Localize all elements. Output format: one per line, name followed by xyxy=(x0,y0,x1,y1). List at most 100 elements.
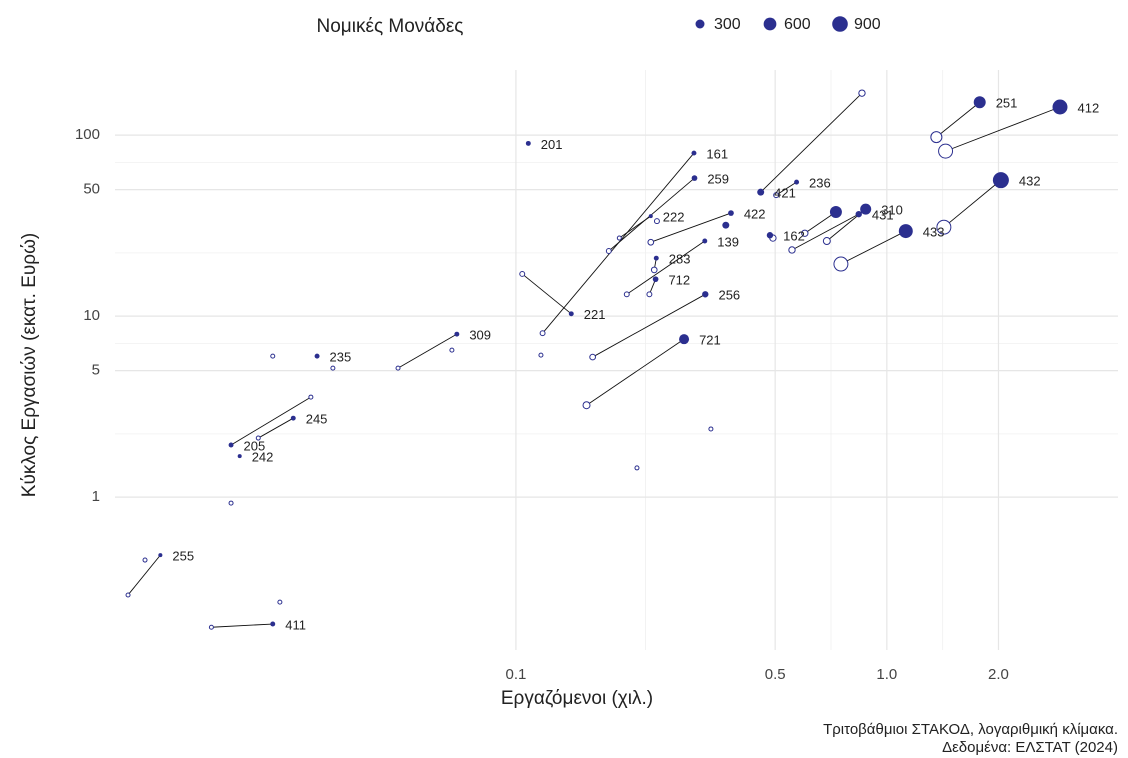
caption: Τριτοβάθμιοι ΣΤΑΚΟΔ, λογαριθμική κλίμακα… xyxy=(823,721,1118,738)
caption: Δεδομένα: ΕΛΣΤΑΤ (2024) xyxy=(942,739,1118,756)
current-point xyxy=(1052,99,1068,115)
point-label: 235 xyxy=(330,350,352,365)
x-axis-title: Εργαζόμενοι (χιλ.) xyxy=(501,688,653,709)
previous-point xyxy=(449,347,455,353)
change-segment xyxy=(258,417,294,439)
previous-point xyxy=(228,500,234,506)
change-segment xyxy=(945,106,1061,152)
previous-point xyxy=(773,192,780,199)
point-label: 422 xyxy=(744,207,766,222)
point-label: 236 xyxy=(809,176,831,191)
point-label: 201 xyxy=(541,137,563,152)
previous-point xyxy=(822,237,831,246)
legend-label: 600 xyxy=(784,16,811,33)
current-point xyxy=(652,276,659,283)
current-point xyxy=(973,96,986,109)
legend-label: 900 xyxy=(854,16,881,33)
y-tick-label: 100 xyxy=(75,126,100,143)
change-segment xyxy=(586,338,685,406)
y-tick-label: 5 xyxy=(92,362,100,379)
previous-point xyxy=(647,238,655,246)
change-segment xyxy=(775,181,797,196)
current-point xyxy=(228,442,234,448)
previous-point xyxy=(623,291,630,298)
previous-point xyxy=(589,353,596,361)
change-segment xyxy=(230,396,312,446)
previous-point xyxy=(277,599,283,605)
change-segment xyxy=(804,211,837,234)
current-point xyxy=(454,331,460,337)
previous-point xyxy=(308,394,314,400)
current-point xyxy=(237,454,242,459)
previous-point xyxy=(833,256,849,272)
current-point xyxy=(653,255,659,261)
legend-symbol xyxy=(695,19,705,29)
change-segment xyxy=(840,230,907,265)
previous-point xyxy=(858,89,866,97)
point-label: 161 xyxy=(706,147,728,162)
previous-point xyxy=(582,401,591,410)
previous-point xyxy=(936,219,952,235)
size-legend-title: Νομικές Μονάδες xyxy=(317,16,464,37)
previous-point xyxy=(653,218,660,225)
y-axis-title: Κύκλος Εργασιών (εκατ. Ευρώ) xyxy=(19,233,40,497)
x-tick-label: 1.0 xyxy=(876,666,897,683)
point-label: 309 xyxy=(469,328,491,343)
current-point xyxy=(757,188,765,196)
previous-point xyxy=(330,365,336,371)
current-point xyxy=(314,353,320,359)
point-label: 205 xyxy=(244,438,266,453)
legend-symbol xyxy=(832,16,848,32)
point-label: 721 xyxy=(699,333,721,348)
x-tick-label: 0.5 xyxy=(765,666,786,683)
previous-point xyxy=(788,246,796,254)
current-point xyxy=(702,291,709,298)
point-label: 251 xyxy=(996,96,1018,111)
previous-point xyxy=(125,592,131,598)
point-label: 412 xyxy=(1077,100,1099,115)
point-label: 162 xyxy=(783,229,805,244)
previous-point xyxy=(538,352,544,358)
legend-symbol xyxy=(763,17,777,31)
previous-point xyxy=(270,353,276,359)
point-label: 411 xyxy=(285,617,306,632)
point-label: 433 xyxy=(923,225,945,240)
current-point xyxy=(992,172,1009,189)
previous-point xyxy=(142,557,148,563)
point-label: 255 xyxy=(172,549,194,564)
point-label: 259 xyxy=(707,172,729,187)
x-tick-label: 0.1 xyxy=(505,666,526,683)
current-point xyxy=(679,334,690,345)
previous-point xyxy=(930,131,943,144)
current-point xyxy=(829,206,842,219)
current-point xyxy=(794,179,800,185)
legend-label: 300 xyxy=(714,16,741,33)
point-label: 139 xyxy=(717,234,739,249)
change-segment xyxy=(650,212,732,243)
previous-point xyxy=(519,270,526,277)
change-segment xyxy=(943,179,1002,228)
previous-point xyxy=(605,248,612,254)
point-label: 712 xyxy=(668,273,690,288)
change-segment xyxy=(127,554,161,596)
change-segment xyxy=(791,213,859,251)
y-tick-label: 50 xyxy=(83,181,100,198)
previous-point xyxy=(708,426,714,432)
previous-point xyxy=(395,365,401,371)
change-segment xyxy=(760,92,863,193)
current-point xyxy=(525,140,531,146)
point-label: 283 xyxy=(669,252,691,267)
current-point xyxy=(898,224,913,239)
current-point xyxy=(860,203,872,215)
current-point xyxy=(691,150,697,156)
current-point xyxy=(766,232,774,239)
previous-point xyxy=(801,229,809,237)
previous-point xyxy=(208,624,214,630)
change-segment xyxy=(397,333,458,369)
current-point xyxy=(648,214,653,219)
current-point xyxy=(290,415,296,421)
current-point xyxy=(722,221,730,229)
current-point xyxy=(158,553,163,558)
previous-point xyxy=(616,235,622,241)
